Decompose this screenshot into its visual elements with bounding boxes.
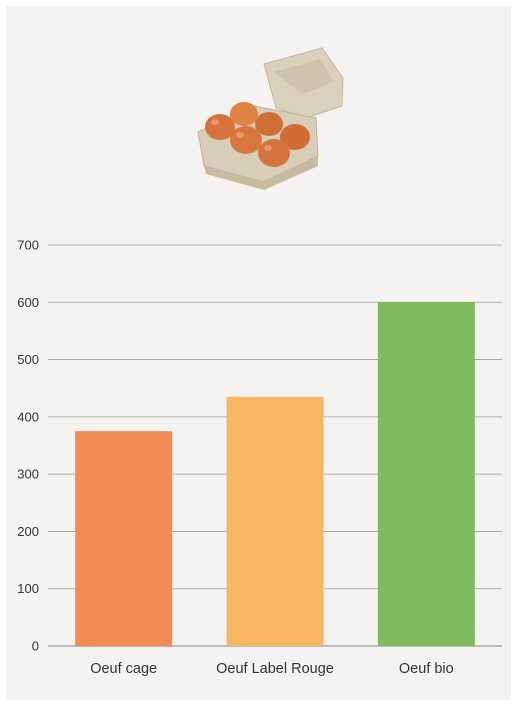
- chart-card: 0 100 200 300 400 500 600 700 Oeuf cage Oeuf Labe…: [6, 6, 511, 700]
- x-category-label: Oeuf cage: [90, 661, 157, 677]
- y-tick-label: 300: [17, 467, 39, 482]
- y-tick-label: 100: [17, 581, 39, 596]
- y-tick-label: 0: [32, 639, 39, 654]
- x-category-label: Oeuf Label Rouge: [216, 661, 334, 677]
- egg-carton-icon: [197, 47, 344, 190]
- bar-chart: 0 100 200 300 400 500 600 700 Oeuf cage Oeuf Labe…: [17, 47, 502, 677]
- bar: [377, 302, 475, 646]
- y-tick-label: 700: [17, 238, 39, 253]
- y-tick-label: 400: [17, 409, 39, 424]
- y-tick-label: 600: [17, 295, 39, 310]
- bar: [226, 396, 324, 646]
- x-category-label: Oeuf bio: [399, 661, 454, 677]
- y-tick-label: 500: [17, 352, 39, 367]
- bar: [75, 431, 173, 646]
- y-tick-label: 200: [17, 524, 39, 539]
